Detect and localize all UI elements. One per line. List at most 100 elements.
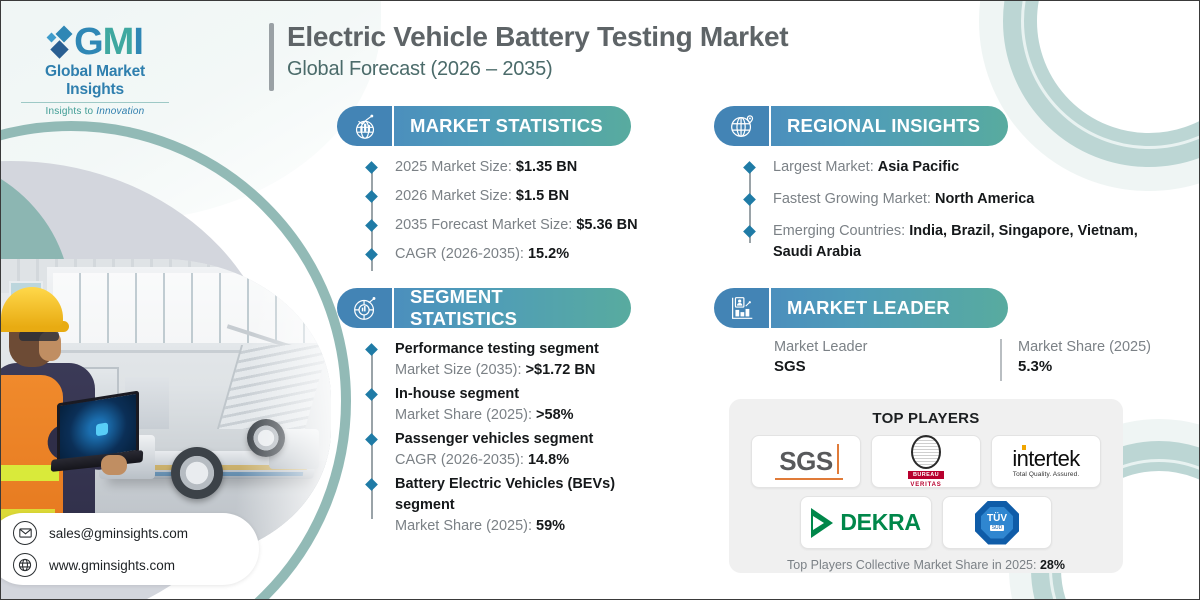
- dekra-logo: DEKRA: [811, 507, 921, 538]
- bullet-diamond-icon: [365, 161, 378, 174]
- intertek-tagline: Total Quality. Assured.: [1012, 470, 1080, 478]
- segment-heading: Battery Electric Vehicles (BEVs) segment: [395, 476, 616, 514]
- section-header-market-leader: MARKET LEADER: [714, 288, 1008, 328]
- contact-website[interactable]: www.gminsights.com: [49, 557, 176, 573]
- stat-value: $5.36 BN: [576, 217, 638, 234]
- intertek-wordmark: intertek: [1012, 444, 1080, 471]
- segment-heading: Passenger vehicles segment: [395, 431, 594, 448]
- segment-heading: In-house segment: [395, 386, 520, 403]
- list-item: Emerging Countries: India, Brazil, Singa…: [743, 221, 1145, 263]
- stat-value: $1.5 BN: [515, 188, 570, 205]
- segment-value: >$1.72 BN: [525, 362, 596, 379]
- bullet-diamond-icon: [365, 343, 378, 356]
- logo-letter-m: M: [102, 21, 135, 63]
- contact-website-row[interactable]: www.gminsights.com: [13, 553, 259, 577]
- bullet-diamond-icon: [365, 388, 378, 401]
- collective-share-label: Top Players Collective Market Share in 2…: [787, 558, 1040, 572]
- player-logo-card[interactable]: DEKRA: [800, 496, 932, 549]
- player-logo-card[interactable]: BUREAU VERITAS: [871, 434, 981, 488]
- list-item: Battery Electric Vehicles (BEVs) segment…: [365, 474, 667, 537]
- tuv-mark: TÜV: [987, 513, 1007, 524]
- stat-label: CAGR (2026-2035):: [395, 246, 528, 263]
- dekra-wordmark: DEKRA: [840, 509, 921, 535]
- bullet-diamond-icon: [743, 225, 756, 238]
- timeline-line: [371, 165, 373, 271]
- page-title: Electric Vehicle Battery Testing Market: [287, 21, 789, 52]
- region-value: North America: [934, 191, 1035, 208]
- tuv-sud-octagon-icon: TÜV SÜD: [981, 506, 1013, 539]
- market-share-value: 5.3%: [1018, 358, 1053, 375]
- list-item: 2025 Market Size: $1.35 BN: [365, 157, 687, 178]
- page-title-block: Electric Vehicle Battery Testing Market …: [269, 19, 789, 91]
- market-share-label: Market Share (2025): [1018, 339, 1151, 355]
- title-accent-bar: [269, 23, 274, 91]
- logo-tagline: Insights to Innovation: [15, 106, 175, 117]
- timeline-line: [371, 347, 373, 519]
- contact-email[interactable]: sales@gminsights.com: [49, 525, 189, 541]
- segment-label: Market Share (2025):: [395, 518, 537, 535]
- list-item: Performance testing segment Market Size …: [365, 339, 667, 381]
- donut-chart-icon: [337, 288, 392, 328]
- region-label: Largest Market:: [773, 159, 878, 175]
- market-leader-label: Market Leader: [774, 339, 868, 355]
- logo-divider: [21, 102, 169, 103]
- segment-label: CAGR (2026-2035):: [395, 452, 528, 469]
- stat-value: 15.2%: [527, 246, 570, 263]
- top-players-title: TOP PLAYERS: [872, 410, 980, 427]
- market-leader-detail: Market Leader SGS Market Share (2025) 5.…: [774, 339, 1151, 381]
- bureau-veritas-line2: VERITAS: [910, 481, 942, 488]
- logo-tagline-italic: Innovation: [96, 106, 145, 117]
- bullet-diamond-icon: [743, 161, 756, 174]
- bullet-diamond-icon: [365, 190, 378, 203]
- tuv-sud-logo: TÜV SÜD: [975, 500, 1019, 545]
- top-players-row-1: SGS BUREAU VERITAS intertek Total Qualit…: [743, 434, 1109, 488]
- market-leader-column: Market Leader SGS: [774, 339, 1000, 375]
- section-header-segment-statistics: SEGMENT STATISTICS: [337, 286, 631, 329]
- bullet-diamond-icon: [743, 193, 756, 206]
- bullet-diamond-icon: [365, 219, 378, 232]
- contact-email-row[interactable]: sales@gminsights.com: [13, 521, 259, 545]
- segment-value: 59%: [536, 518, 566, 535]
- contact-bar: sales@gminsights.com www.gminsights.com: [1, 513, 259, 585]
- section-header-market-statistics: MARKET STATISTICS: [337, 106, 631, 146]
- top-right-arc-mid: [1003, 1, 1199, 167]
- stat-label: 2025 Market Size:: [395, 159, 516, 175]
- vertical-divider: [1000, 339, 1002, 381]
- segment-label: Market Share (2025):: [395, 407, 537, 424]
- player-logo-card[interactable]: intertek Total Quality. Assured.: [991, 435, 1101, 488]
- globe-pin-icon: [714, 106, 769, 146]
- segment-heading: Performance testing segment: [395, 341, 599, 357]
- podium-chart-icon: [714, 288, 769, 328]
- gmi-wordmark: GMI: [74, 21, 144, 63]
- section-label-segment-statistics: SEGMENT STATISTICS: [392, 286, 631, 329]
- top-right-arc-inner: [1021, 1, 1199, 149]
- region-label: Fastest Growing Market:: [773, 191, 935, 208]
- player-logo-card[interactable]: SGS: [751, 435, 861, 488]
- bureau-veritas-seal-icon: [910, 434, 941, 469]
- regional-insights-list: Largest Market: Asia Pacific Fastest Gro…: [743, 157, 1145, 263]
- stat-value: $1.35 BN: [515, 159, 578, 175]
- list-item: 2035 Forecast Market Size: $5.36 BN: [365, 215, 687, 236]
- list-item: Largest Market: Asia Pacific: [743, 157, 1145, 178]
- player-logo-card[interactable]: TÜV SÜD: [942, 496, 1052, 549]
- stat-label: 2035 Forecast Market Size:: [395, 217, 577, 234]
- envelope-icon: [13, 521, 37, 545]
- section-label-market-leader: MARKET LEADER: [769, 288, 1008, 328]
- top-players-row-2: DEKRA TÜV SÜD: [743, 496, 1109, 549]
- globe-icon: [13, 553, 37, 577]
- bullet-diamond-icon: [365, 478, 378, 491]
- bullet-diamond-icon: [365, 433, 378, 446]
- dekra-triangle-icon: [811, 507, 834, 538]
- logo-letter-i: I: [133, 21, 144, 63]
- region-value: India, Brazil, Singapore, Vietnam, Saudi…: [773, 223, 1138, 261]
- segment-value: >58%: [536, 407, 574, 424]
- gmi-logo: GMI Global Market Insights Insights to I…: [15, 23, 175, 117]
- list-item: 2026 Market Size: $1.5 BN: [365, 186, 687, 207]
- globe-bar-chart-icon: [337, 106, 392, 146]
- list-item: Passenger vehicles segment CAGR (2026-20…: [365, 429, 667, 471]
- sgs-logo: SGS: [775, 444, 844, 480]
- segment-label: Market Size (2035):: [395, 362, 526, 379]
- list-item: CAGR (2026-2035): 15.2%: [365, 244, 687, 265]
- bureau-veritas-line1: BUREAU: [908, 470, 944, 479]
